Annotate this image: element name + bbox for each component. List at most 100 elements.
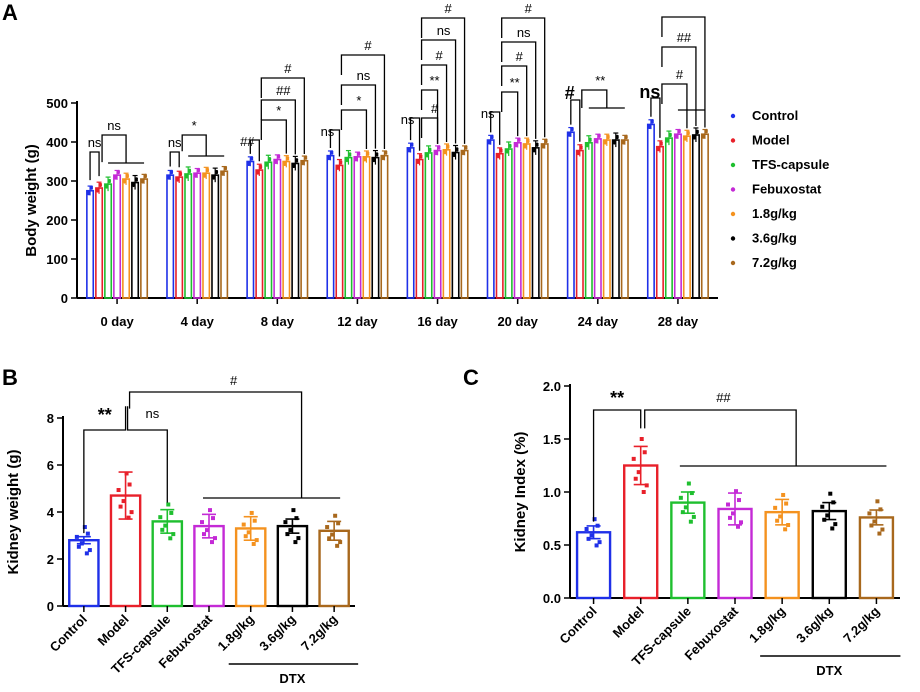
significance-bracket-a (420, 17, 466, 144)
data-point-c (683, 505, 688, 510)
significance-label-a: ns (639, 82, 660, 102)
data-point-a (693, 134, 696, 138)
data-point-a (407, 147, 411, 151)
data-point-a (256, 171, 260, 175)
data-point-a (425, 154, 429, 158)
data-point-a (259, 164, 263, 168)
data-point-a (570, 126, 574, 130)
bar-a (104, 183, 113, 299)
significance-label-a: # (435, 48, 443, 63)
y-tick-label-b: 2 (47, 552, 54, 567)
data-point-a (185, 173, 189, 177)
bar-a (140, 178, 149, 299)
data-point-a (419, 154, 423, 158)
data-point-c (775, 518, 780, 523)
bar-a (682, 135, 691, 299)
data-point-a (621, 139, 625, 143)
data-point-a (666, 139, 669, 143)
y-tick-label-a: 300 (46, 174, 68, 189)
data-point-b (335, 543, 340, 548)
significance-bracket-a (661, 83, 688, 129)
data-point-a (212, 174, 216, 178)
data-point-a (532, 147, 536, 151)
data-point-a (603, 141, 607, 145)
data-point-a (345, 159, 349, 163)
panel-a-chart: 0 100 200 300 400 500 Body weight (g) 0 day 4 da… (23, 1, 829, 329)
data-point-c (830, 526, 835, 531)
data-point-a (651, 119, 654, 122)
x-tick-label-b: Control (47, 612, 90, 655)
data-point-a (363, 156, 367, 160)
data-point-c (737, 498, 741, 503)
data-point-a (532, 149, 536, 153)
data-point-c (786, 523, 791, 528)
data-point-a (250, 156, 254, 160)
data-point-a (505, 148, 509, 152)
significance-label-a: # (431, 101, 439, 116)
data-point-a (114, 174, 117, 178)
significance-label-a: ## (276, 83, 291, 98)
data-point-c (689, 491, 694, 496)
bar-a (415, 158, 424, 299)
data-point-a (428, 147, 432, 151)
significance-bracket-a (420, 89, 439, 144)
data-point-a (615, 134, 619, 138)
data-point-a (585, 142, 589, 146)
y-tick-label-c: 0.0 (543, 591, 561, 606)
data-point-b (213, 536, 217, 541)
significance-label-a: * (356, 93, 361, 108)
data-point-a (123, 180, 126, 184)
bar-a (335, 164, 344, 299)
legend-entry-a: Model (752, 133, 790, 148)
legend-marker-a (730, 162, 736, 168)
significance-label-c: ** (610, 388, 624, 408)
data-point-c (728, 515, 732, 520)
data-point-b (166, 502, 171, 507)
data-point-a (505, 150, 509, 154)
y-tick-label-c: 1.5 (543, 432, 561, 447)
significance-bracket-a (570, 99, 581, 142)
data-point-a (194, 172, 198, 176)
data-point-a (176, 176, 180, 180)
panel-label-c: C (463, 365, 479, 390)
data-point-a (203, 174, 207, 178)
bar-a (175, 176, 184, 299)
data-point-b (118, 504, 123, 509)
x-tick-label-c: Control (556, 604, 599, 647)
data-point-a (87, 190, 90, 194)
data-point-a (455, 147, 459, 151)
data-point-a (336, 165, 340, 168)
data-point-a (464, 145, 468, 149)
data-point-c (680, 510, 685, 515)
data-point-b (124, 471, 129, 476)
x-tick-label-a: 24 day (578, 314, 619, 329)
significance-label-a: ## (240, 134, 255, 149)
x-tick-label-a: 12 day (337, 314, 378, 329)
bar-a (486, 139, 495, 299)
data-point-a (132, 184, 135, 188)
data-point-b (79, 541, 84, 546)
data-point-a (487, 141, 491, 145)
x-tick-label-b: 3.6g/kg (256, 611, 298, 653)
data-point-b (338, 540, 343, 545)
data-point-b (76, 544, 81, 549)
data-point-b (243, 534, 248, 539)
bar-c (858, 516, 895, 600)
data-point-a (105, 183, 108, 187)
data-point-a (576, 150, 580, 154)
data-point-a (96, 187, 99, 191)
data-point-b (126, 515, 131, 520)
significance-bracket-a (101, 134, 127, 163)
data-point-a (283, 161, 287, 165)
data-point-c (636, 470, 641, 475)
data-point-b (202, 532, 206, 537)
data-point-a (381, 155, 385, 159)
significance-bracket-a (409, 117, 421, 151)
data-point-c (631, 456, 636, 461)
data-point-a (277, 154, 281, 158)
bar-a (451, 151, 460, 299)
data-point-a (416, 161, 420, 165)
data-point-c (592, 517, 597, 522)
data-point-b (127, 482, 132, 487)
data-point-a (657, 148, 660, 152)
